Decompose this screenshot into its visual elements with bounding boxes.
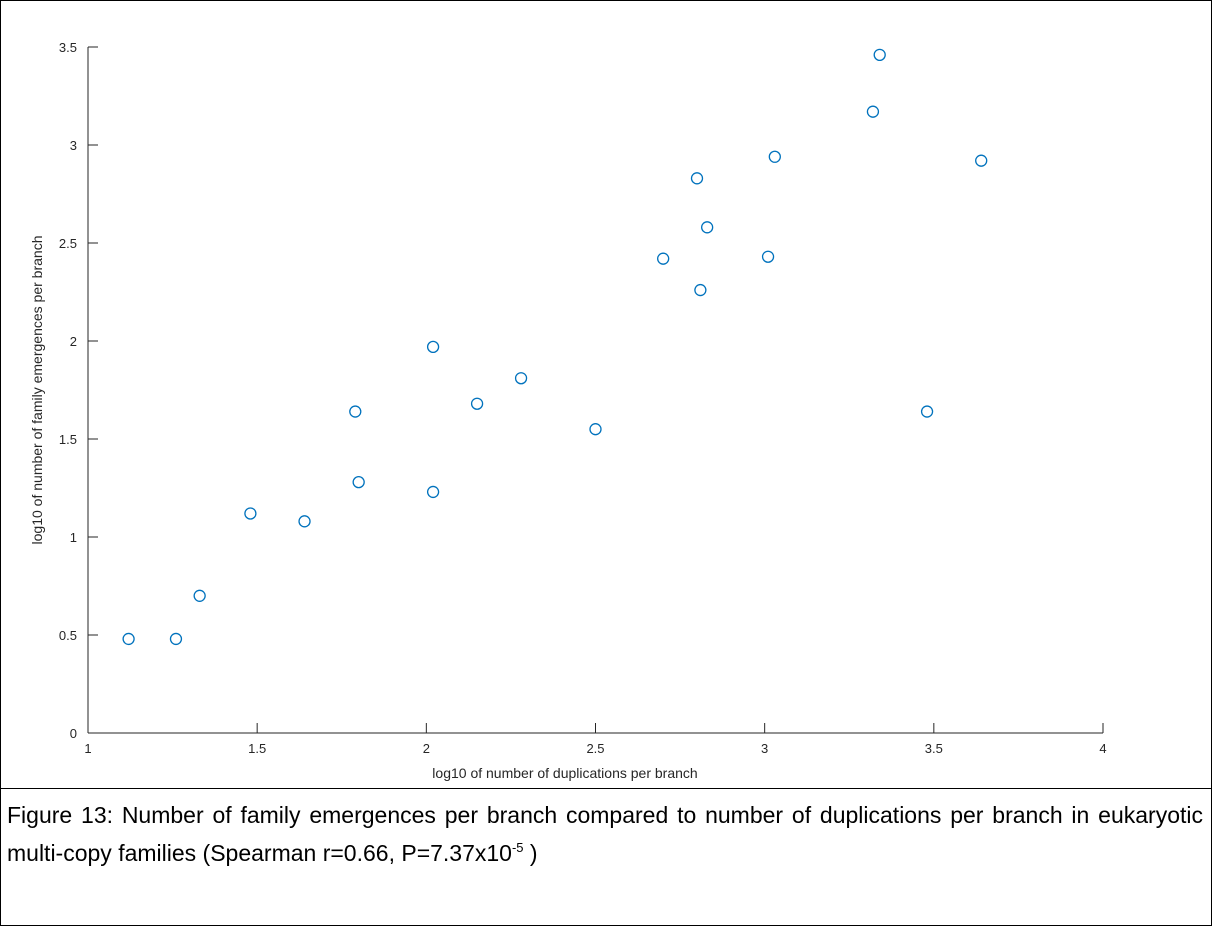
y-tick-label: 1.5 (59, 432, 77, 447)
caption-text: Figure 13: Number of family emergences p… (7, 802, 1203, 866)
y-tick-label: 3.5 (59, 40, 77, 55)
data-point (701, 221, 714, 234)
data-point (169, 632, 183, 646)
data-point (514, 372, 528, 385)
axes (87, 47, 1103, 734)
data-point (920, 405, 934, 418)
x-tick-label: 4 (1099, 741, 1106, 756)
x-tick-label: 1.5 (248, 741, 266, 756)
data-point (866, 105, 880, 118)
figure-caption: Figure 13: Number of family emergences p… (7, 796, 1203, 872)
data-point (768, 150, 781, 163)
scatter-chart: 1 1.5 2 2.5 3 3.5 4 0 0.5 1 1.5 2 2.5 3 3.5 log10 of … (29, 40, 1107, 781)
x-tick-label: 2.5 (586, 741, 604, 756)
y-axis-title: log10 of number of family emergences per… (29, 236, 45, 545)
x-tick-label: 3 (761, 741, 768, 756)
x-tick-label: 1 (84, 741, 91, 756)
y-tick-label: 0 (70, 726, 77, 741)
data-point (761, 250, 775, 263)
y-tick-label: 2.5 (59, 236, 77, 251)
data-point (193, 589, 206, 602)
y-tick-label: 3 (70, 138, 77, 153)
data-point (690, 172, 704, 185)
y-tick-label: 1 (70, 530, 77, 545)
x-axis-title: log10 of number of duplications per bran… (432, 765, 697, 781)
data-point (426, 340, 440, 354)
data-point (589, 423, 602, 436)
y-tick-label: 0.5 (59, 628, 77, 643)
data-points (122, 48, 988, 646)
data-point (244, 507, 257, 520)
x-tick-label: 3.5 (925, 741, 943, 756)
x-tick-label: 2 (423, 741, 430, 756)
data-point (873, 48, 886, 61)
y-ticks: 0 0.5 1 1.5 2 2.5 3 3.5 (59, 40, 98, 741)
data-point (657, 252, 670, 265)
data-point (298, 515, 311, 528)
caption-divider (0, 788, 1211, 789)
data-point (352, 475, 365, 489)
data-point (975, 154, 988, 167)
data-point (694, 283, 707, 297)
data-point (122, 632, 135, 646)
caption-superscript: -5 (511, 840, 524, 855)
x-ticks: 1 1.5 2 2.5 3 3.5 4 (84, 723, 1107, 756)
data-point (426, 485, 440, 499)
caption-suffix: ) (523, 840, 538, 866)
y-tick-label: 2 (70, 334, 77, 349)
data-point (349, 405, 362, 418)
data-point (470, 397, 484, 410)
